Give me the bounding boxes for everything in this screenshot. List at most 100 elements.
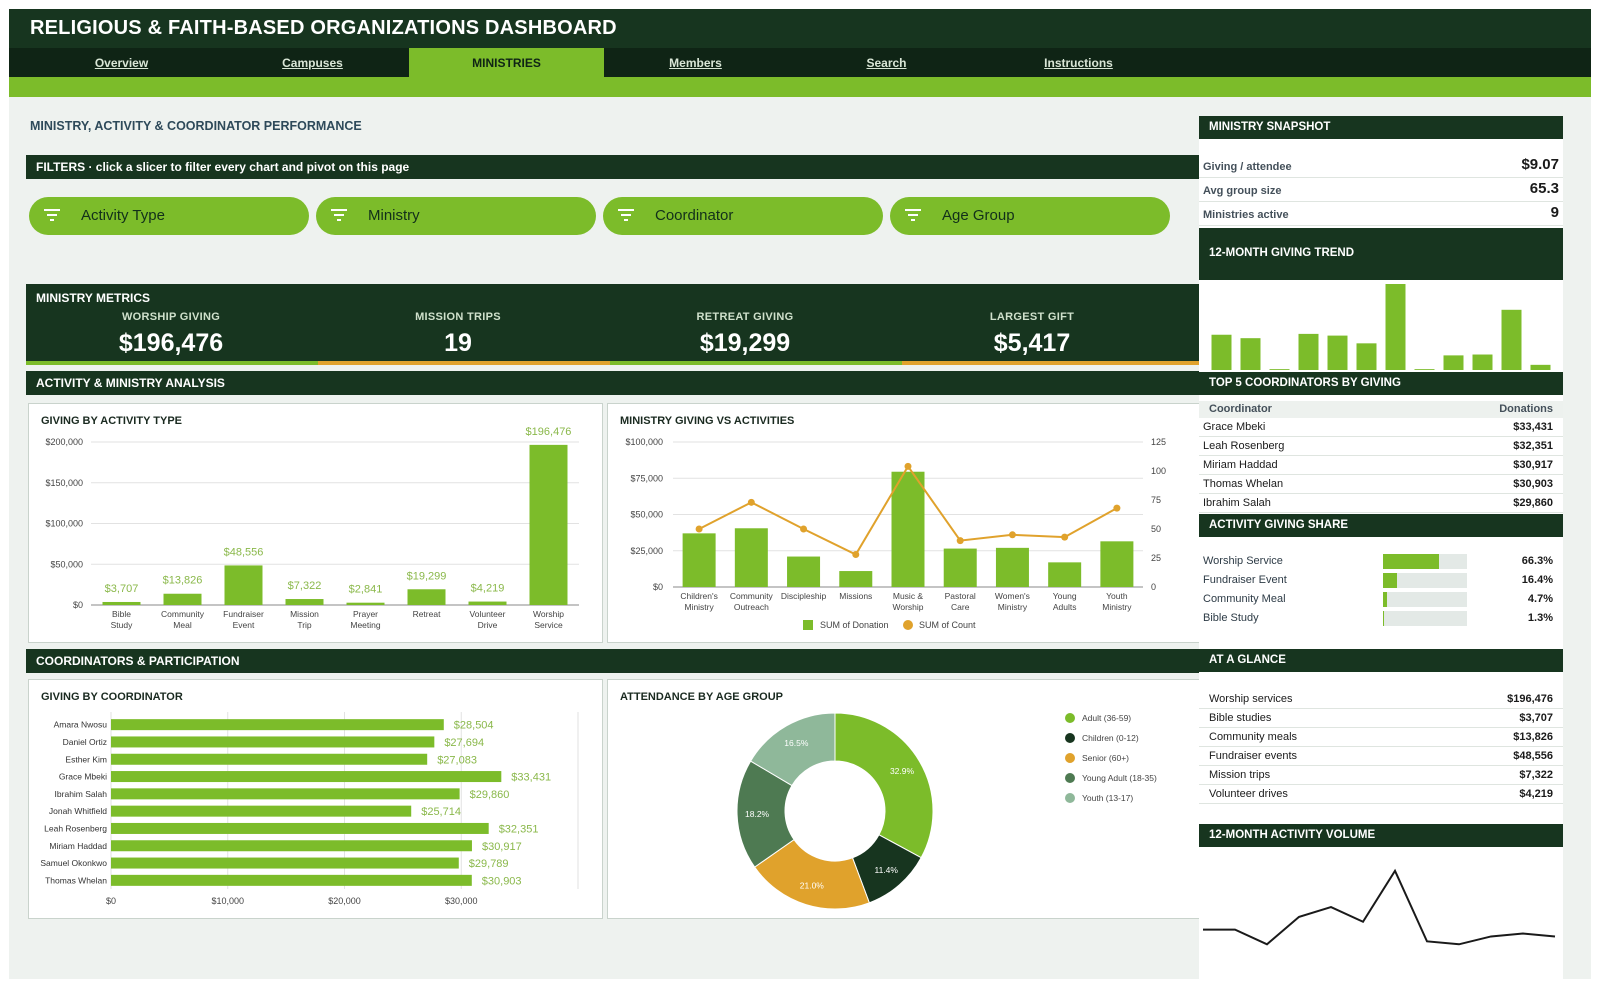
slicer-ministry[interactable]: Ministry xyxy=(316,197,596,235)
coordinators-section-header: COORDINATORS & PARTICIPATION xyxy=(26,649,1226,673)
kpi-label: Giving / attendee xyxy=(1203,161,1292,173)
bar xyxy=(1298,333,1319,370)
x-tick-label: Missions xyxy=(839,591,872,601)
x-tick-label: Fundraiser xyxy=(223,609,264,619)
line-point xyxy=(904,462,912,470)
y-tick-label: $100,000 xyxy=(45,519,83,529)
bar xyxy=(285,599,324,605)
bar xyxy=(468,601,507,605)
share-row: Fundraiser Event 16.4% xyxy=(1199,571,1563,590)
top5-row: Grace Mbeki $33,431 xyxy=(1199,418,1563,437)
bar xyxy=(102,601,141,605)
giving-by-coordinator-chart: $0 $10,000 $20,000 $30,000 Amara Nwosu $28,50… xyxy=(40,712,579,906)
data-label: $48,556 xyxy=(224,546,264,558)
y-tick-label: Grace Mbeki xyxy=(59,772,107,782)
slicer-label: Coordinator xyxy=(655,207,734,224)
metric-label: MISSION TRIPS xyxy=(415,311,501,323)
bar xyxy=(1240,338,1261,370)
slicer-label: Ministry xyxy=(368,207,420,224)
y-tick-label: $200,000 xyxy=(45,437,83,447)
tab-members[interactable]: Members xyxy=(669,56,722,70)
legend-swatch xyxy=(1065,793,1075,803)
share-bar-track xyxy=(1383,592,1467,607)
y2-tick-label: 100 xyxy=(1151,466,1166,476)
x-tick-label: Trip xyxy=(297,620,312,630)
slicer-age-group[interactable]: Age Group xyxy=(890,197,1170,235)
kpi-label: Avg group size xyxy=(1203,185,1282,197)
line-point xyxy=(1008,531,1016,539)
glance-label: Volunteer drives xyxy=(1209,788,1288,800)
metric-value: 19 xyxy=(444,329,472,357)
series-line xyxy=(1203,868,1556,946)
share-value: 1.3% xyxy=(1527,612,1553,624)
pie-slice xyxy=(834,712,934,859)
bar xyxy=(1269,369,1290,370)
at-a-glance-header: AT A GLANCE xyxy=(1199,649,1563,672)
coordinator-name: Miriam Haddad xyxy=(1203,459,1278,471)
coordinator-donations: $32,351 xyxy=(1513,440,1553,452)
x-tick-label: Mission xyxy=(290,609,319,619)
x-tick-label: Ministry xyxy=(684,602,714,612)
metric-worship-giving: WORSHIP GIVING $196,476 xyxy=(26,311,316,358)
activity-volume-header: 12-MONTH ACTIVITY VOLUME xyxy=(1199,824,1563,847)
bar xyxy=(1472,354,1493,370)
giving-by-coordinator-card: GIVING BY COORDINATOR $0 $10,000 $20,000 $3… xyxy=(28,679,603,919)
share-value: 16.4% xyxy=(1521,574,1553,586)
slice-label: 32.9% xyxy=(890,766,915,776)
y2-tick-label: 0 xyxy=(1151,582,1156,592)
slice-label: 16.5% xyxy=(784,738,809,748)
activity-volume-chart xyxy=(1203,868,1556,946)
glance-value: $4,219 xyxy=(1519,788,1553,800)
tab-campuses[interactable]: Campuses xyxy=(282,56,343,70)
data-label: $13,826 xyxy=(163,575,203,587)
x-tick-label: Children's xyxy=(680,591,718,601)
coordinator-name: Grace Mbeki xyxy=(1203,421,1266,433)
share-value: 4.7% xyxy=(1527,593,1553,605)
slicer-activity-type[interactable]: Activity Type xyxy=(29,197,309,235)
slicer-coordinator[interactable]: Coordinator xyxy=(603,197,883,235)
bar xyxy=(734,528,768,587)
chart-title: MINISTRY GIVING VS ACTIVITIES xyxy=(620,415,795,427)
y-tick-label: $50,000 xyxy=(630,510,663,520)
tab-search[interactable]: Search xyxy=(866,56,907,70)
tab-overview[interactable]: Overview xyxy=(94,56,149,70)
x-tick-label: Community xyxy=(730,591,774,601)
share-bar-track xyxy=(1383,573,1467,588)
y-tick-label: Daniel Ortiz xyxy=(63,737,107,747)
x-tick-label: Worship xyxy=(892,602,923,612)
metric-mission-trips: MISSION TRIPS 19 xyxy=(313,311,603,358)
slice-label: 11.4% xyxy=(874,865,898,875)
y2-tick-label: 125 xyxy=(1151,437,1166,447)
tab-ministries[interactable]: MINISTRIES xyxy=(409,48,604,77)
analysis-section-header: ACTIVITY & MINISTRY ANALYSIS xyxy=(26,371,1226,395)
legend-label: Senior (60+) xyxy=(1082,753,1129,763)
legend-label: SUM of Donation xyxy=(820,620,889,630)
chart-title: GIVING BY COORDINATOR xyxy=(41,691,183,703)
filters-separator: · xyxy=(88,160,96,174)
x-tick-label: Youth xyxy=(1106,591,1128,601)
legend-swatch xyxy=(1065,773,1075,783)
share-label: Worship Service xyxy=(1203,555,1283,567)
legend-label: Young Adult (18-35) xyxy=(1082,773,1157,783)
share-bar-fill xyxy=(1383,611,1385,626)
bar xyxy=(224,565,263,605)
data-label: $27,694 xyxy=(444,737,484,749)
pie-slice xyxy=(749,712,836,787)
bar xyxy=(111,719,444,731)
legend-label: Adult (36-59) xyxy=(1082,713,1131,723)
bar xyxy=(529,444,568,605)
bar xyxy=(1327,335,1348,370)
data-label: $25,714 xyxy=(421,806,461,818)
bar xyxy=(943,548,977,587)
metric-accent-bar xyxy=(610,361,902,365)
coordinator-donations: $33,431 xyxy=(1513,421,1553,433)
tab-instructions[interactable]: Instructions xyxy=(1044,56,1113,70)
top5-col-name: Coordinator xyxy=(1209,403,1272,415)
glance-row: Bible studies $3,707 xyxy=(1199,709,1563,728)
top5-row: Thomas Whelan $30,903 xyxy=(1199,475,1563,494)
y-tick-label: Samuel Okonkwo xyxy=(40,858,107,868)
ministry-metrics-panel: MINISTRY METRICS WORSHIP GIVING $196,476… xyxy=(26,284,1226,365)
legend-swatch xyxy=(803,620,813,630)
y-tick-label: $75,000 xyxy=(630,473,663,483)
metrics-heading: MINISTRY METRICS xyxy=(36,291,151,305)
